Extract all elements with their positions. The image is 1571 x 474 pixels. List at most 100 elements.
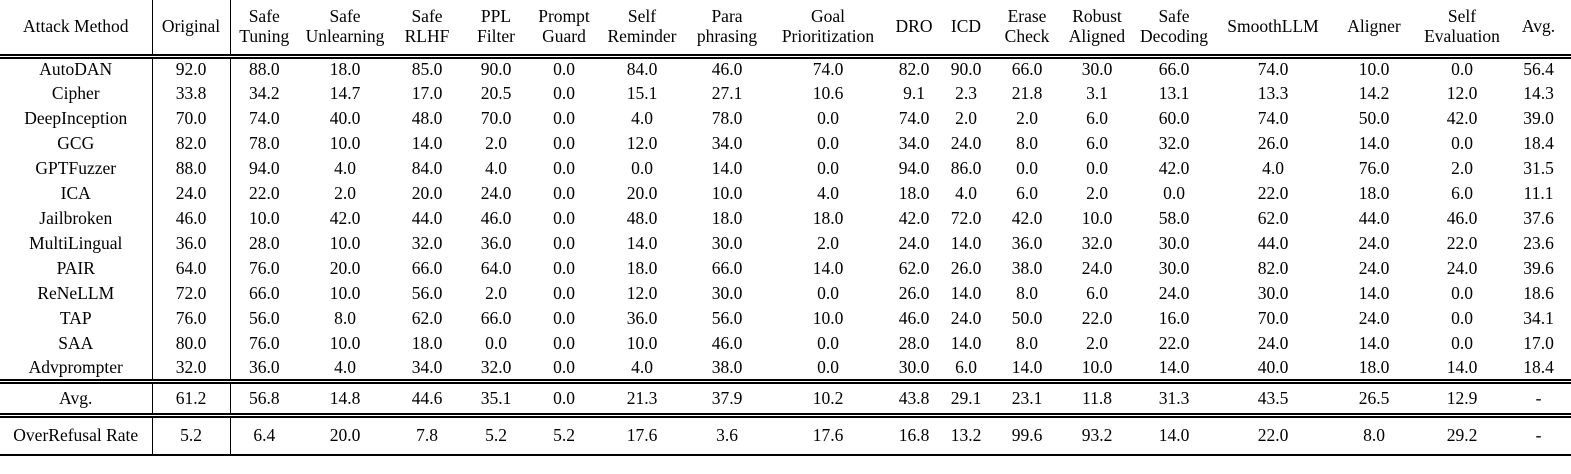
value-cell: 76.0 — [248, 258, 280, 278]
value-cell: 0.0 — [1451, 283, 1473, 303]
value-cell: 16.0 — [1158, 308, 1190, 328]
value-cell: 56.0 — [711, 308, 743, 328]
value-cell: 17.6 — [768, 415, 888, 456]
value-cell: 4.0 — [817, 183, 839, 203]
value-cell: 24.0 — [480, 183, 512, 203]
attack-row: ReNeLLM 72.0 66.0 10.0 56.0 2.0 0.0 12.0 30.0 0.0… — [0, 281, 1571, 306]
value-cell: 2.0 — [955, 108, 977, 128]
value-cell: 46.0 — [480, 208, 512, 228]
value-cell: 66.0 — [248, 283, 280, 303]
value-cell: 27.1 — [711, 83, 743, 103]
value-cell: 23.1 — [992, 378, 1062, 418]
value-cell: 0.0 — [530, 378, 598, 418]
value-cell: 10.0 — [1081, 356, 1113, 377]
overrefusal-row: OverRefusal Rate 5.2 6.4 20.0 7.8 5.2 5.2 17.6 3… — [0, 415, 1571, 456]
value-cell: 42.0 — [1011, 208, 1043, 228]
value-cell: 24.0 — [950, 308, 982, 328]
value-cell: 37.9 — [686, 378, 768, 418]
value-cell: 8.0 — [1016, 333, 1038, 353]
value-cell: 2.0 — [334, 183, 356, 203]
value-cell: 0.0 — [1016, 158, 1038, 178]
value-cell: 80.0 — [152, 331, 231, 356]
value-cell: 44.0 — [411, 208, 443, 228]
column-header: DRO — [888, 0, 940, 59]
value-cell: 0.0 — [1451, 133, 1473, 153]
value-cell: 74.0 — [248, 108, 280, 128]
value-cell: 36.0 — [152, 231, 231, 256]
attack-method-cell: MultiLingual — [0, 231, 153, 256]
value-cell: 0.0 — [553, 208, 575, 228]
value-cell: 16.8 — [888, 415, 940, 456]
value-cell: 76.0 — [152, 306, 231, 331]
value-cell: 21.3 — [598, 378, 686, 418]
value-cell: 13.1 — [1158, 83, 1190, 103]
value-cell: 14.0 — [1358, 333, 1390, 353]
value-cell: 38.0 — [1011, 258, 1043, 278]
value-cell: 0.0 — [553, 108, 575, 128]
value-cell: 43.8 — [888, 378, 940, 418]
value-cell: 64.0 — [152, 256, 231, 281]
column-header: Prompt Guard — [530, 0, 598, 59]
column-header: Attack Method — [0, 0, 153, 59]
value-cell: 10.0 — [329, 233, 361, 253]
value-cell: 70.0 — [1257, 308, 1289, 328]
value-cell: 10.0 — [248, 208, 280, 228]
value-cell: 2.0 — [1451, 158, 1473, 178]
value-cell: 62.0 — [1257, 208, 1289, 228]
value-cell: 36.0 — [248, 356, 280, 377]
value-cell: 94.0 — [898, 158, 930, 178]
attack-defense-results-table: Attack Method Original Safe Tuning Safe Unl… — [0, 0, 1571, 456]
value-cell: 44.0 — [1358, 208, 1390, 228]
value-cell: 0.0 — [553, 233, 575, 253]
value-cell: 4.0 — [334, 158, 356, 178]
value-cell: 40.0 — [1257, 356, 1289, 377]
value-cell: 0.0 — [1451, 59, 1473, 80]
value-cell: 82.0 — [1257, 258, 1289, 278]
value-cell: 26.5 — [1330, 378, 1418, 418]
value-cell: 5.2 — [530, 415, 598, 456]
value-cell: 66.0 — [1158, 59, 1190, 80]
value-cell: 58.0 — [1158, 208, 1190, 228]
value-cell: 50.0 — [1358, 108, 1390, 128]
value-cell: 17.6 — [598, 415, 686, 456]
value-cell: 6.4 — [230, 415, 298, 456]
value-cell: 31.3 — [1132, 378, 1216, 418]
value-cell: 74.0 — [812, 59, 844, 80]
value-cell: 9.1 — [903, 83, 925, 103]
value-cell: 72.0 — [950, 208, 982, 228]
value-cell: 18.0 — [1358, 356, 1390, 377]
value-cell: - — [1506, 415, 1571, 456]
value-cell: 10.0 — [1081, 208, 1113, 228]
value-cell: 14.0 — [1132, 415, 1216, 456]
value-cell: 42.0 — [329, 208, 361, 228]
value-cell: 39.0 — [1523, 108, 1554, 128]
value-cell: 10.0 — [1358, 59, 1390, 80]
attack-row: Advprompter 32.0 36.0 4.0 34.0 32.0 0.0 4.0 38.0… — [0, 356, 1571, 381]
column-header: Goal Prioritization — [768, 0, 888, 59]
value-cell: 24.0 — [950, 133, 982, 153]
value-cell: 48.0 — [411, 108, 443, 128]
value-cell: 24.0 — [898, 233, 930, 253]
value-cell: 32.0 — [411, 233, 443, 253]
attack-rows-body: AutoDAN 92.0 88.0 18.0 85.0 90.0 0.0 84.0 46.0 74… — [0, 56, 1571, 381]
value-cell: 18.0 — [711, 208, 743, 228]
value-cell: 0.0 — [485, 333, 507, 353]
value-cell: 30.0 — [1081, 59, 1113, 80]
value-cell: 24.0 — [1446, 258, 1478, 278]
column-header: Self Evaluation — [1418, 0, 1506, 59]
value-cell: 36.0 — [626, 308, 658, 328]
value-cell: 26.0 — [1257, 133, 1289, 153]
value-cell: 14.0 — [1446, 356, 1478, 377]
value-cell: 86.0 — [950, 158, 982, 178]
value-cell: 4.0 — [631, 356, 653, 377]
avg-label-cell: Avg. — [0, 378, 153, 418]
value-cell: 29.2 — [1418, 415, 1506, 456]
value-cell: 14.2 — [1358, 83, 1390, 103]
attack-method-cell: PAIR — [0, 256, 153, 281]
value-cell: 34.2 — [248, 83, 280, 103]
value-cell: 11.1 — [1523, 183, 1554, 203]
value-cell: 11.8 — [1062, 378, 1132, 418]
value-cell: 6.0 — [1086, 133, 1108, 153]
attack-method-cell: ICA — [0, 181, 153, 206]
value-cell: 18.4 — [1523, 133, 1554, 153]
